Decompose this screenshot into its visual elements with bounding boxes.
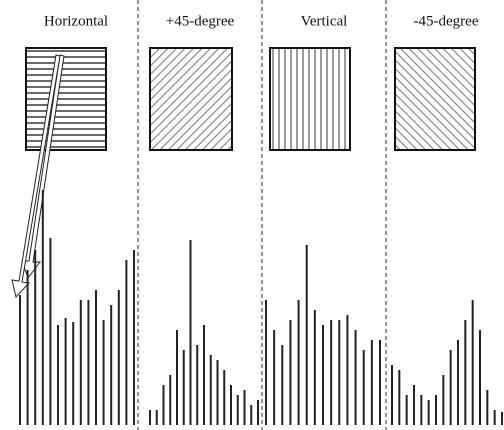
bar: [371, 340, 373, 425]
page: {"chart_data": [ {"type": "bar", "title"…: [0, 0, 504, 430]
bar: [230, 385, 232, 425]
bar: [176, 330, 178, 425]
bar: [314, 310, 316, 425]
bar: [413, 385, 415, 425]
bar: [472, 300, 474, 425]
bar: [281, 345, 283, 425]
bar: [34, 250, 36, 425]
bar: [125, 260, 127, 425]
bar: [391, 365, 393, 425]
bar: [217, 360, 219, 425]
bar: [363, 350, 365, 425]
texture-image: [395, 48, 475, 150]
bar: [49, 238, 51, 425]
bar: [103, 320, 105, 425]
bar: [210, 355, 212, 425]
bar: [19, 295, 21, 425]
bar: [163, 385, 165, 425]
texture-image: [150, 48, 232, 150]
bar: [223, 370, 225, 425]
bar: [428, 400, 430, 425]
bar: [72, 322, 74, 425]
bar: [450, 350, 452, 425]
bar: [196, 345, 198, 425]
bar: [338, 320, 340, 425]
bar: [80, 300, 82, 425]
bar: [435, 395, 437, 425]
bar: [133, 250, 135, 425]
bar: [479, 330, 481, 425]
texture-image: [270, 48, 350, 150]
bar: [110, 305, 112, 425]
panel-title: Horizontal: [44, 13, 108, 29]
bar: [265, 300, 267, 425]
bar: [27, 270, 29, 425]
bar: [42, 190, 44, 425]
bar: [244, 390, 246, 425]
figure: Horizontal +45-degree Vertical -45-degre…: [0, 0, 504, 430]
texture-images: [26, 48, 475, 150]
bar: [289, 320, 291, 425]
bar: [190, 240, 192, 425]
panel-title: -45-degree: [414, 13, 479, 29]
bar: [457, 340, 459, 425]
bar: [442, 375, 444, 425]
bar: [355, 330, 357, 425]
bar: [322, 325, 324, 425]
bar: [379, 340, 381, 425]
bar: [65, 318, 67, 425]
texture-image: [26, 48, 106, 150]
bar: [87, 300, 89, 425]
bar: [57, 325, 59, 425]
titles: Horizontal +45-degree Vertical -45-degre…: [44, 13, 479, 29]
bar: [298, 300, 300, 425]
bar: [501, 412, 503, 425]
bar: [118, 290, 120, 425]
bar: [156, 410, 158, 425]
bar: [420, 395, 422, 425]
bar: [306, 245, 308, 425]
panel-title: +45-degree: [166, 13, 235, 29]
bar: [257, 400, 259, 425]
bar: [169, 375, 171, 425]
panel-title: Vertical: [301, 13, 348, 29]
bar: [464, 320, 466, 425]
bar: [486, 390, 488, 425]
bar: [398, 370, 400, 425]
bar: [330, 320, 332, 425]
bar: [183, 350, 185, 425]
bar: [95, 290, 97, 425]
bar: [250, 405, 252, 425]
bar: [203, 325, 205, 425]
bar: [346, 315, 348, 425]
bar: [149, 410, 151, 425]
bar: [406, 395, 408, 425]
bar: [273, 330, 275, 425]
bar: [237, 395, 239, 425]
bar: [494, 410, 496, 425]
